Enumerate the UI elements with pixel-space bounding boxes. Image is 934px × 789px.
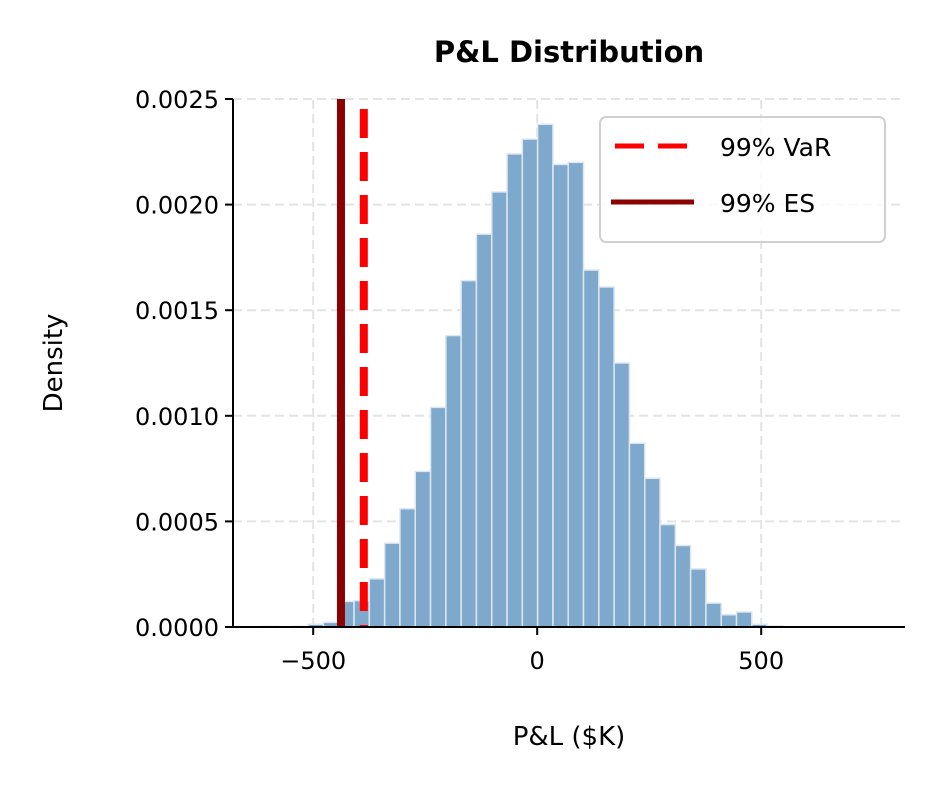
histogram-bar: [659, 523, 677, 628]
histogram-bar: [429, 406, 447, 628]
histogram-bar: [598, 286, 615, 628]
chart-title: P&L Distribution: [434, 35, 704, 69]
x-tick-label: 500: [738, 647, 784, 675]
histogram-bar: [368, 578, 386, 628]
y-tick-label: 0.0025: [135, 86, 219, 114]
histogram-bar: [414, 470, 432, 628]
histogram-bar: [628, 442, 646, 628]
histogram-bar: [383, 542, 401, 628]
y-axis-label: Density: [39, 314, 69, 413]
histogram-bar: [643, 477, 661, 628]
y-tick-label: 0.0005: [135, 508, 219, 536]
histogram-bar: [490, 191, 508, 628]
histogram-bar: [582, 269, 600, 628]
histogram-bar: [475, 233, 493, 628]
histogram-bar: [521, 138, 539, 628]
y-tick-label: 0.0020: [135, 192, 219, 220]
y-tick-label: 0.0015: [135, 297, 219, 325]
legend-var-label: 99% VaR: [720, 133, 831, 162]
legend: 99% VaR 99% ES: [599, 116, 886, 243]
histogram-bar: [460, 279, 478, 628]
histogram-bars: [261, 123, 784, 628]
risk-lines: [336, 99, 368, 627]
histogram-bar: [705, 602, 722, 628]
histogram-bar: [552, 163, 569, 628]
axes: −500 0 500 0.0000 0.0005 0.0010 0.0015 0.0020 0.…: [135, 86, 905, 675]
legend-es-label: 99% ES: [720, 189, 815, 218]
histogram-bar: [735, 611, 753, 628]
histogram-bar: [536, 123, 554, 628]
histogram-bar: [399, 507, 416, 628]
y-tick-label: 0.0000: [135, 614, 219, 642]
histogram-bar: [689, 568, 707, 628]
x-axis-label: P&L ($K): [513, 722, 626, 752]
x-tick-label: 0: [530, 647, 545, 675]
histogram-bar: [445, 334, 462, 628]
histogram-bar: [613, 362, 631, 628]
histogram-bar: [720, 614, 738, 628]
x-tick-label: −500: [280, 647, 346, 675]
histogram-bar: [674, 544, 692, 628]
y-tick-label: 0.0010: [135, 403, 219, 431]
histogram-bar: [567, 161, 585, 628]
histogram-bar: [506, 153, 524, 628]
